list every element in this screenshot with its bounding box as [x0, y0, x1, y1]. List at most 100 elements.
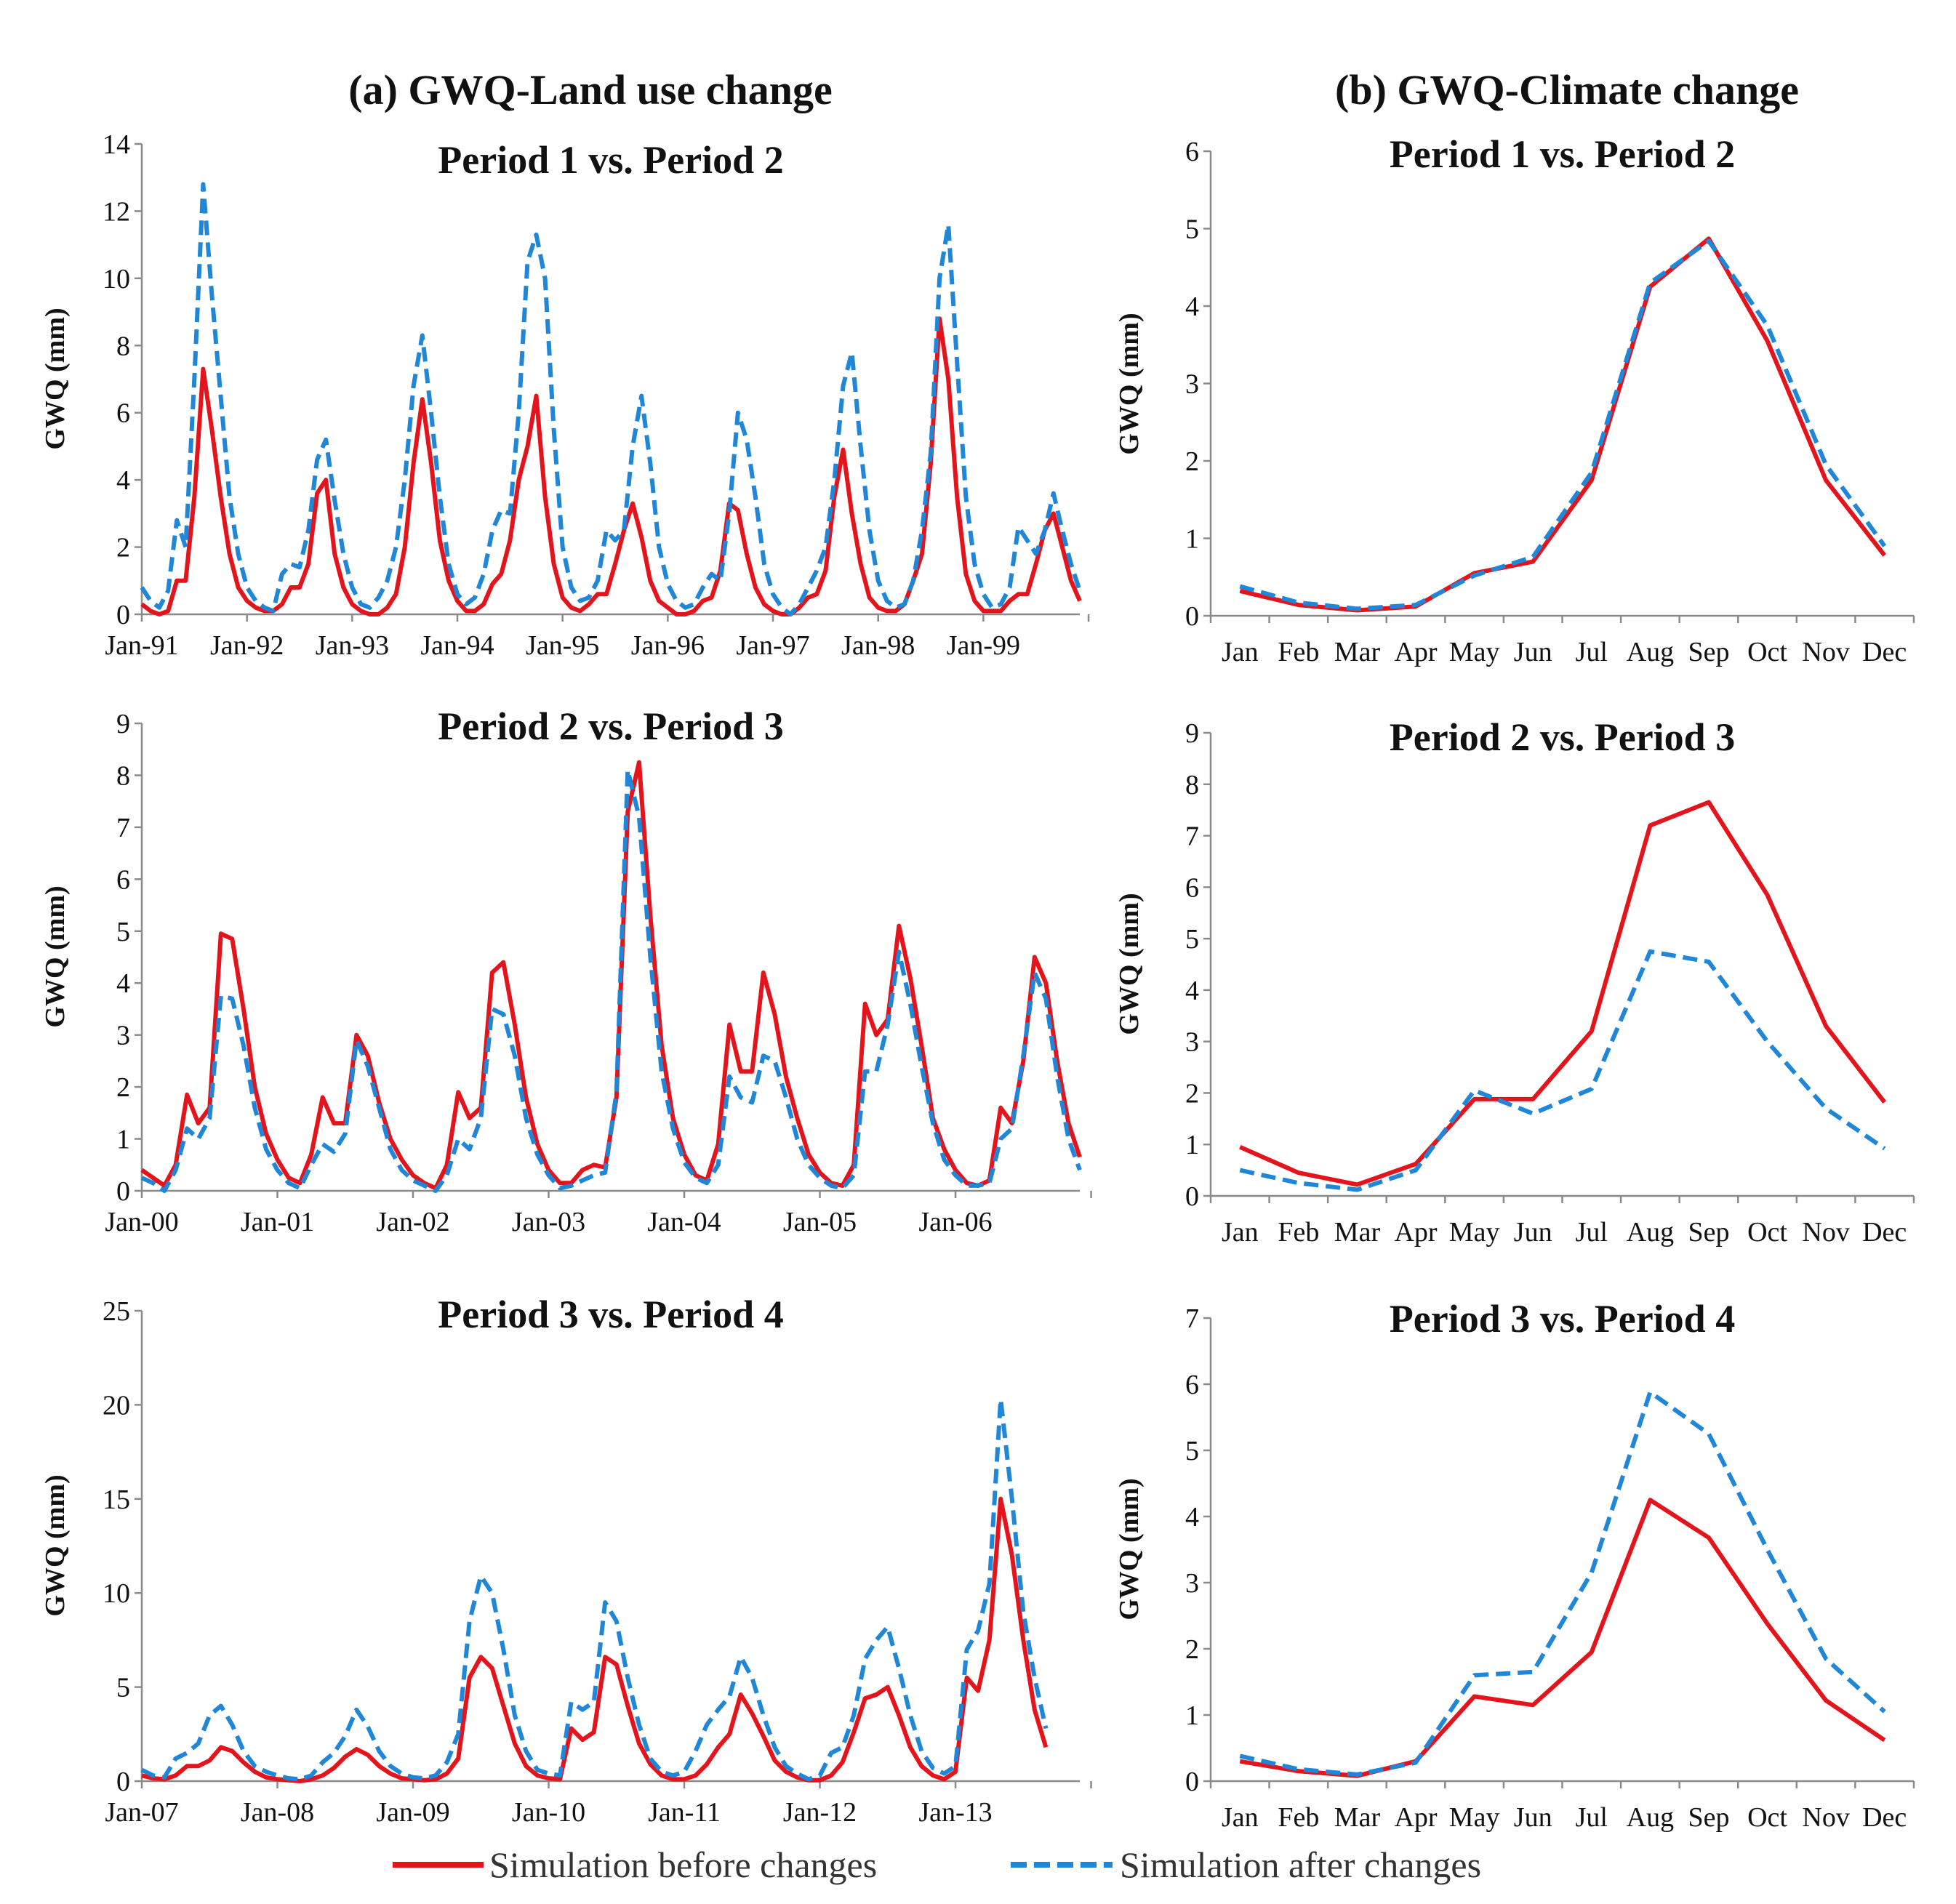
x-tick-label: Aug: [1627, 1217, 1674, 1248]
x-tick-label: Nov: [1802, 637, 1849, 667]
x-tick-label: Jul: [1576, 637, 1608, 667]
x-tick-label: May: [1449, 1802, 1500, 1833]
x-tick-label: Jan-08: [241, 1797, 314, 1828]
x-tick-label: Feb: [1278, 1802, 1319, 1833]
y-tick-label: 0: [1185, 1767, 1199, 1797]
x-tick-label: Jan: [1222, 637, 1259, 667]
panel-title: Period 1 vs. Period 2: [438, 138, 783, 182]
y-axis-label: GWQ (mm): [40, 1474, 71, 1616]
y-tick-label: 4: [1185, 976, 1199, 1006]
y-tick-label: 2: [1185, 1078, 1199, 1109]
panel-title: Period 1 vs. Period 2: [1390, 132, 1735, 176]
x-tick-label: Jun: [1514, 1802, 1552, 1833]
x-tick-label: Jan-92: [210, 630, 284, 661]
y-tick-label: 0: [116, 1767, 130, 1797]
y-tick-label: 5: [116, 917, 130, 947]
x-tick-label: Feb: [1278, 637, 1319, 667]
column-title-b: (b) GWQ-Climate change: [1335, 66, 1799, 113]
y-tick-label: 2: [1185, 1634, 1199, 1665]
y-axis-label: GWQ (mm): [40, 308, 71, 449]
series-line-before: [1239, 1498, 1886, 1778]
x-tick-label: Jan-12: [783, 1797, 857, 1828]
y-tick-label: 4: [116, 968, 130, 999]
x-tick-label: Jan-01: [241, 1207, 314, 1237]
x-tick-label: Jan-11: [648, 1797, 721, 1828]
x-tick-label: Dec: [1862, 637, 1907, 667]
x-tick-label: Jan-05: [783, 1207, 857, 1237]
panel-climate-period3-vs-period4: Period 3 vs. Period 4 GWQ (mm) 0 1 2 3 4 5 6 7 Jan…: [1114, 1297, 1915, 1833]
x-tick-label: Dec: [1862, 1217, 1907, 1248]
y-tick-label: 5: [1185, 924, 1199, 955]
x-tick-label: Oct: [1747, 1802, 1787, 1833]
y-tick-label: 7: [116, 813, 130, 843]
y-tick-label: 0: [1185, 1181, 1199, 1212]
x-tick-label: Jan-94: [420, 630, 494, 661]
x-tick-label: Apr: [1394, 637, 1437, 667]
y-axis-label: GWQ (mm): [1114, 893, 1145, 1035]
panel-climate-period1-vs-period2: Period 1 vs. Period 2 GWQ (mm) 0 1 2 3 4 5 6 Jan F…: [1114, 132, 1915, 667]
x-tick-label: May: [1449, 637, 1500, 667]
series-line-before: [1239, 236, 1887, 613]
y-tick-label: 4: [1185, 1502, 1199, 1533]
y-tick-label: 1: [116, 1125, 130, 1155]
x-tick-label: Jan-03: [512, 1207, 585, 1237]
x-tick-label: Jan-06: [918, 1207, 992, 1237]
y-tick-label: 10: [103, 264, 130, 294]
legend: Simulation before changes Simulation aft…: [393, 1844, 1481, 1885]
x-tick-label: Nov: [1802, 1802, 1849, 1833]
y-tick-label: 12: [103, 196, 130, 227]
x-tick-label: Jan-99: [947, 630, 1020, 661]
y-tick-label: 1: [1185, 1130, 1199, 1160]
y-tick-label: 3: [1185, 369, 1199, 400]
series-line-after: [1239, 238, 1887, 611]
y-tick-label: 10: [103, 1578, 130, 1609]
y-tick-label: 8: [1185, 770, 1199, 800]
y-tick-label: 4: [1185, 292, 1199, 322]
x-tick-label: Sep: [1688, 1802, 1729, 1833]
x-tick-label: Jun: [1514, 637, 1552, 667]
panel-title: Period 3 vs. Period 4: [1390, 1297, 1735, 1341]
x-tick-label: Jan-10: [512, 1797, 585, 1828]
panel-title: Period 3 vs. Period 4: [438, 1293, 783, 1336]
y-tick-label: 14: [103, 129, 130, 160]
legend-label-before: Simulation before changes: [489, 1844, 877, 1885]
y-tick-label: 4: [116, 465, 130, 496]
y-tick-label: 2: [116, 533, 130, 563]
x-tick-label: Jan-93: [316, 630, 389, 661]
y-tick-label: 7: [1185, 822, 1199, 852]
y-tick-label: 5: [1185, 1436, 1199, 1466]
x-tick-label: Mar: [1334, 1217, 1381, 1248]
series-line-after: [1239, 949, 1886, 1192]
x-tick-label: Mar: [1334, 1802, 1381, 1833]
y-tick-label: 0: [116, 600, 130, 630]
x-tick-label: Aug: [1627, 1802, 1674, 1833]
y-tick-label: 15: [103, 1485, 130, 1515]
x-tick-label: Mar: [1334, 637, 1381, 667]
y-tick-label: 9: [1185, 718, 1199, 749]
x-tick-label: Jan-04: [647, 1207, 721, 1237]
x-tick-label: Aug: [1627, 637, 1674, 667]
y-tick-label: 8: [116, 760, 130, 791]
x-tick-label: Apr: [1394, 1802, 1437, 1833]
y-tick-label: 20: [103, 1390, 130, 1421]
x-tick-label: Jan-95: [526, 630, 599, 661]
y-tick-label: 6: [1185, 872, 1199, 903]
y-tick-label: 2: [116, 1072, 130, 1103]
y-tick-label: 1: [1185, 1700, 1199, 1731]
y-tick-label: 8: [116, 331, 130, 361]
x-tick-label: Jan-13: [918, 1797, 992, 1828]
panel-title: Period 2 vs. Period 3: [1390, 715, 1735, 759]
x-tick-label: Jan-00: [105, 1207, 178, 1237]
y-tick-label: 3: [1185, 1568, 1199, 1599]
x-tick-label: Nov: [1802, 1217, 1849, 1248]
y-tick-label: 2: [1185, 446, 1199, 477]
y-tick-label: 1: [1185, 524, 1199, 555]
y-tick-label: 25: [103, 1296, 130, 1327]
y-tick-label: 5: [116, 1673, 130, 1703]
x-tick-label: Oct: [1747, 1217, 1787, 1248]
x-tick-label: Jan-02: [376, 1207, 449, 1237]
panel-land-use-period1-vs-period2: Period 1 vs. Period 2 GWQ (mm) 0 2 4 6 8 10 12 14…: [40, 129, 1090, 661]
x-tick-label: Apr: [1394, 1217, 1437, 1248]
y-axis-label: GWQ (mm): [1114, 1478, 1145, 1620]
panel-title: Period 2 vs. Period 3: [438, 704, 783, 748]
